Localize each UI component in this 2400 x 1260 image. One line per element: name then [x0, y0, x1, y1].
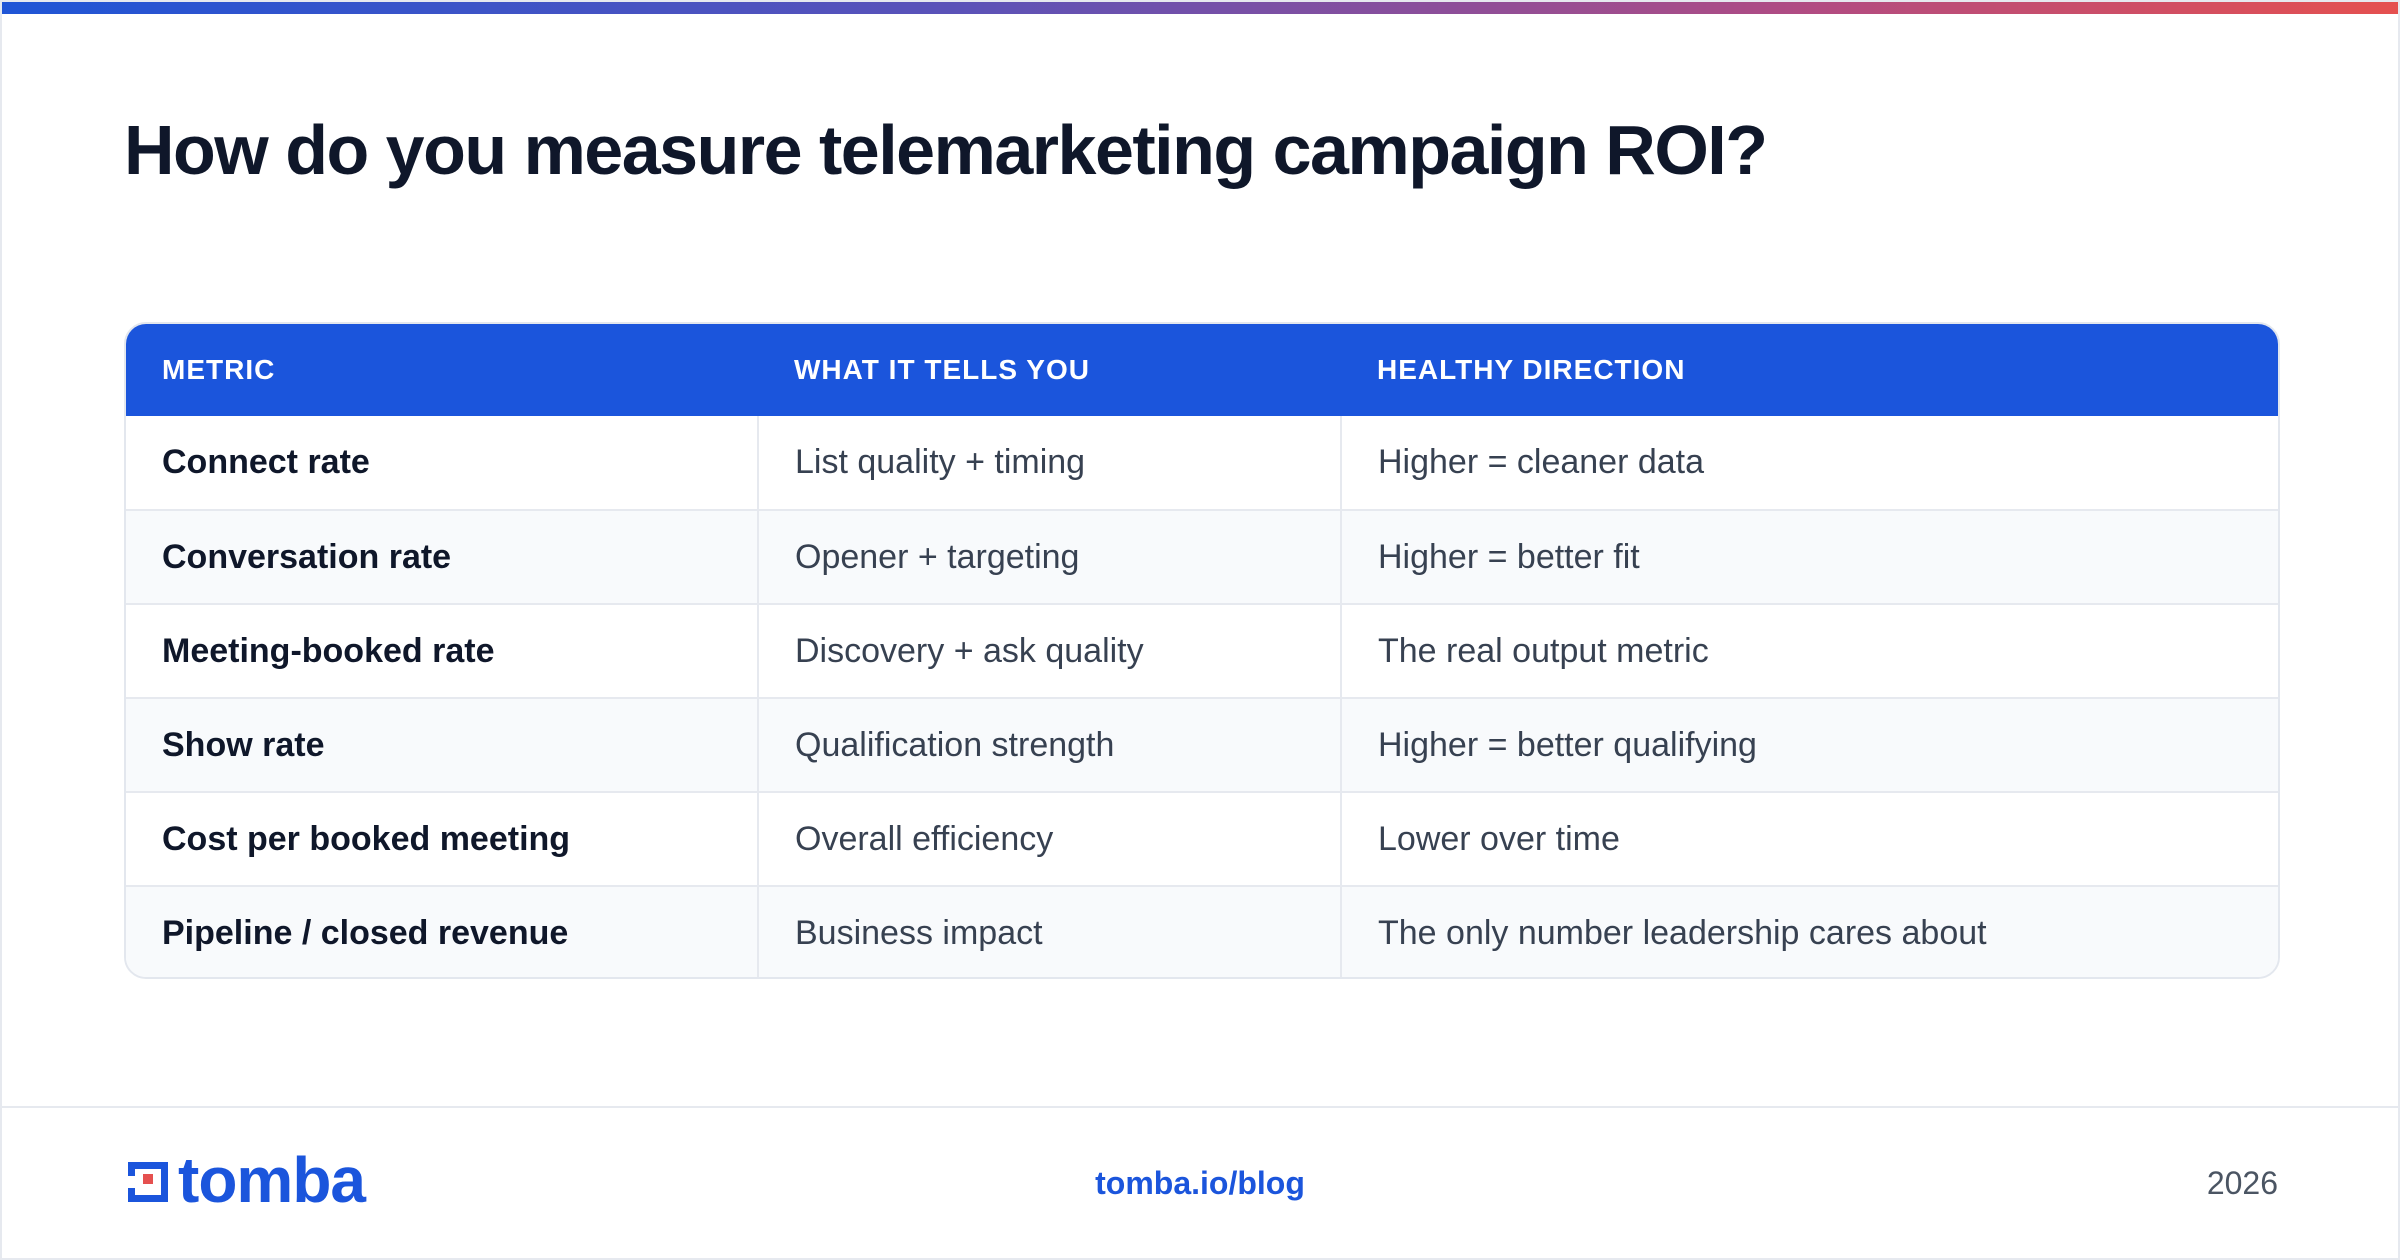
metric-cell: Connect rate: [162, 443, 370, 481]
table-row: Show rate Qualification strength Higher …: [126, 697, 2278, 792]
metric-cell: Cost per booked meeting: [126, 791, 758, 886]
meaning-cell: Opener + targeting: [757, 509, 1341, 604]
footer-divider: [2, 1106, 2398, 1108]
direction-cell: Lower over time: [1340, 791, 2278, 886]
table-row: Cost per booked meeting Overall efficien…: [126, 791, 2278, 886]
header-metric: METRIC: [162, 354, 276, 385]
table-row: Connect rate List quality + timing Highe…: [126, 416, 2278, 510]
header-healthy-direction: HEALTHY DIRECTION: [1377, 354, 1686, 385]
metric-cell: Pipeline / closed revenue: [126, 885, 758, 977]
direction-cell: Higher = better fit: [1340, 509, 2278, 604]
page-title: How do you measure telemarketing campaig…: [124, 111, 1768, 189]
tomba-logo-icon: [124, 1162, 168, 1202]
direction-cell: Higher = cleaner data: [1340, 416, 2278, 510]
table-header-row: METRIC WHAT IT TELLS YOU HEALTHY DIRECTI…: [126, 324, 2278, 416]
meaning-cell: Discovery + ask quality: [757, 603, 1341, 698]
metric-cell: Meeting-booked rate: [126, 603, 758, 698]
direction-cell: The only number leadership cares about: [1340, 885, 2278, 977]
header-what-it-tells-you: WHAT IT TELLS YOU: [794, 354, 1090, 385]
direction-cell: The real output metric: [1340, 603, 2278, 698]
gradient-top-bar: [2, 2, 2398, 14]
tomba-logo: tomba: [124, 1148, 366, 1212]
table-row: Meeting-booked rate Discovery + ask qual…: [126, 603, 2278, 698]
meaning-cell: Overall efficiency: [757, 791, 1341, 886]
direction-cell: Higher = better qualifying: [1340, 697, 2278, 792]
logo-wordmark: tomba: [178, 1144, 366, 1216]
table-row: Conversation rate Opener + targeting Hig…: [126, 509, 2278, 604]
table-row: Pipeline / closed revenue Business impac…: [126, 885, 2278, 977]
metric-cell: Show rate: [126, 697, 758, 792]
meaning-cell: Business impact: [757, 885, 1341, 977]
blog-link[interactable]: tomba.io/blog: [1095, 1165, 1305, 1201]
metric-cell: Conversation rate: [126, 509, 758, 604]
footer-year: 2026: [2206, 1165, 2278, 1201]
metrics-table: METRIC WHAT IT TELLS YOU HEALTHY DIRECTI…: [124, 322, 2280, 979]
meaning-cell: Qualification strength: [757, 697, 1341, 792]
meaning-cell: List quality + timing: [757, 416, 1341, 510]
